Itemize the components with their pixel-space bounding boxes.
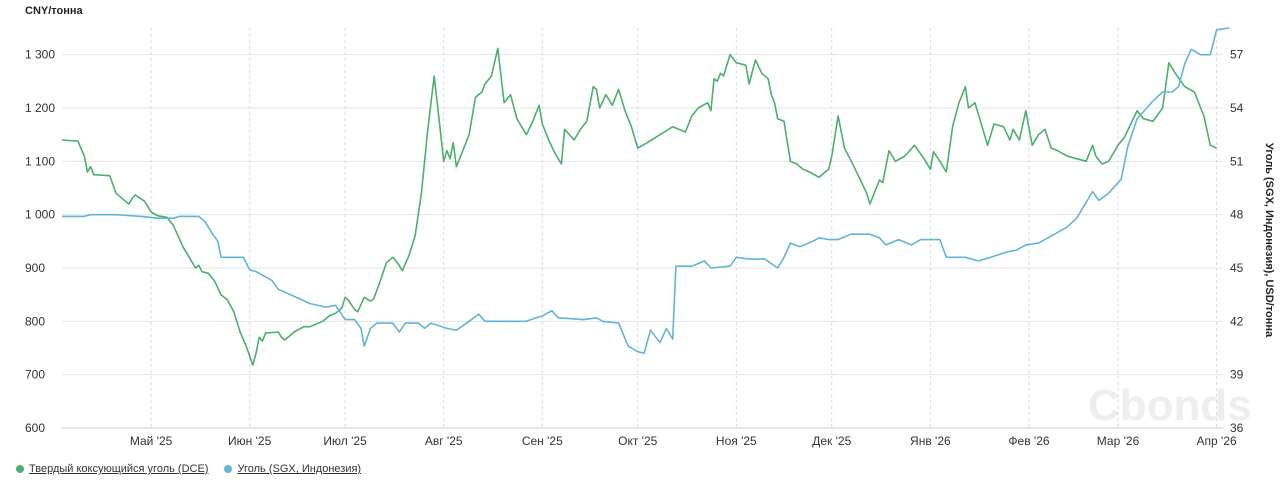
x-tick-label: Апр '26: [1197, 434, 1237, 448]
x-tick-label: Сен '25: [522, 434, 563, 448]
left-tick-label: 1 300: [25, 48, 55, 62]
series-line-dce: [61, 47, 1217, 366]
x-tick-label: Мар '26: [1097, 434, 1140, 448]
x-tick-label: Май '25: [130, 434, 173, 448]
legend-label-sgx: Уголь (SGX, Индонезия): [237, 463, 362, 475]
left-tick-label: 600: [25, 421, 45, 435]
left-tick-label: 1 100: [25, 154, 55, 168]
watermark: Cbonds: [1088, 381, 1252, 430]
right-tick-label: 54: [1230, 101, 1244, 115]
left-tick-label: 1 000: [25, 208, 55, 222]
legend-dot-sgx: [224, 465, 233, 473]
x-gridlines: [150, 28, 1218, 428]
y-gridlines: [62, 54, 1223, 376]
x-tick-label: Авг '25: [425, 434, 463, 448]
right-tick-label: 36: [1230, 421, 1244, 435]
x-tick-label: Июн '25: [228, 434, 272, 448]
left-axis-unit: CNY/тонна: [25, 5, 84, 17]
right-tick-label: 57: [1230, 48, 1244, 62]
legend: Твердый коксующийся уголь (DCE) Уголь (S…: [16, 463, 361, 475]
left-tick-label: 1 200: [25, 101, 55, 115]
x-axis-ticks: Май '25 Июн '25 Июл '25 Авг '25 Сен '25 Окт '…: [130, 434, 1237, 448]
x-tick-label: Окт '25: [618, 434, 658, 448]
series-layer: [61, 27, 1230, 366]
right-axis-title: Уголь (SGX, Индонезия), USD/тонна: [1263, 143, 1275, 338]
right-tick-label: 48: [1230, 208, 1244, 222]
x-tick-label: Ноя '25: [716, 434, 757, 448]
right-axis-ticks: 36 39 42 45 48 51 54 57: [1230, 48, 1244, 435]
x-tick-label: Янв '26: [910, 434, 951, 448]
legend-label-dce: Твердый коксующийся уголь (DCE): [29, 463, 209, 475]
right-tick-label: 42: [1230, 314, 1244, 328]
x-tick-label: Дек '25: [812, 434, 851, 448]
right-tick-label: 39: [1230, 368, 1244, 382]
series-line-sgx: [62, 27, 1230, 355]
x-tick-label: Июл '25: [323, 434, 367, 448]
left-tick-label: 900: [25, 261, 45, 275]
x-tick-label: Фев '26: [1008, 434, 1049, 448]
legend-item-dce[interactable]: Твердый коксующийся уголь (DCE): [16, 463, 208, 475]
left-tick-label: 800: [25, 314, 45, 328]
right-tick-label: 51: [1230, 154, 1244, 168]
right-tick-label: 45: [1230, 261, 1244, 275]
legend-item-sgx[interactable]: Уголь (SGX, Индонезия): [224, 463, 361, 475]
legend-dot-dce: [16, 465, 24, 473]
left-axis-ticks: 600 700 800 900 1 000 1 100 1 200 1 300: [25, 48, 55, 435]
left-tick-label: 700: [25, 368, 45, 382]
